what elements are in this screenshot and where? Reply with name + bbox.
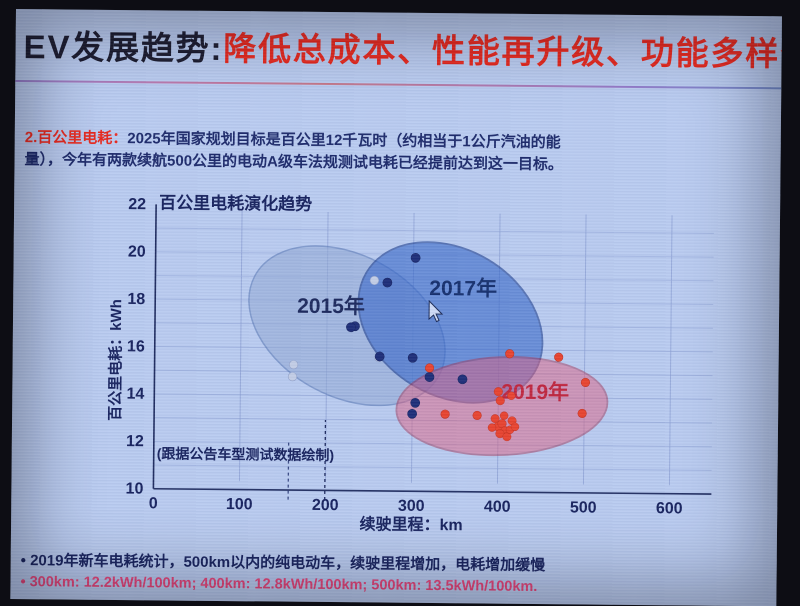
svg-text:16: 16 xyxy=(127,338,145,355)
svg-text:600: 600 xyxy=(656,500,683,517)
svg-text:22: 22 xyxy=(128,196,146,213)
svg-text:10: 10 xyxy=(126,480,144,497)
svg-text:100: 100 xyxy=(226,496,253,513)
svg-text:0: 0 xyxy=(149,495,158,512)
svg-text:2017年: 2017年 xyxy=(429,276,497,301)
svg-text:百公里电耗演化趋势: 百公里电耗演化趋势 xyxy=(159,192,312,213)
svg-text:20: 20 xyxy=(128,243,146,260)
svg-text:18: 18 xyxy=(127,291,145,308)
svg-text:300: 300 xyxy=(398,498,425,515)
svg-text:(跟据公告车型测试数据绘制): (跟据公告车型测试数据绘制) xyxy=(157,445,334,463)
svg-text:百公里电耗：kWh: 百公里电耗：kWh xyxy=(106,299,125,421)
svg-text:200: 200 xyxy=(312,497,339,514)
svg-text:14: 14 xyxy=(126,386,144,403)
svg-text:12: 12 xyxy=(126,433,144,450)
svg-text:续驶里程：km: 续驶里程：km xyxy=(359,514,462,534)
svg-text:400: 400 xyxy=(484,499,511,516)
svg-text:500: 500 xyxy=(570,499,597,516)
svg-text:2015年: 2015年 xyxy=(297,294,365,319)
